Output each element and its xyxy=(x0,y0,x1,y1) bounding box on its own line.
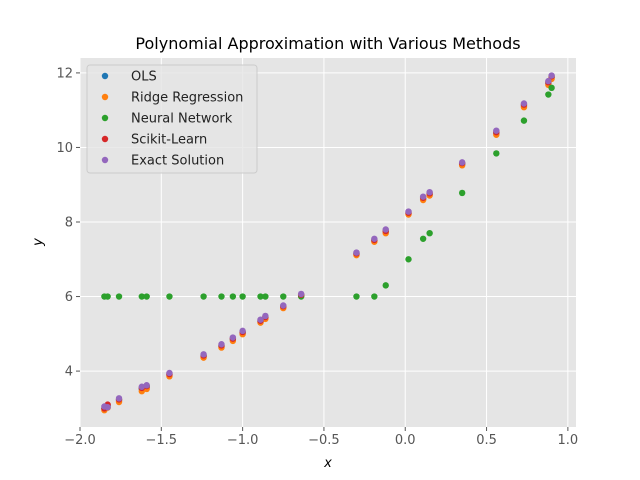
x-tick-label: 0.0 xyxy=(395,433,416,448)
x-tick-label: −0.5 xyxy=(308,433,340,448)
data-point-exact-solution xyxy=(229,334,237,341)
data-point-exact-solution xyxy=(280,302,287,309)
x-tick-label: −1.0 xyxy=(227,433,259,448)
data-point-exact-solution xyxy=(257,316,264,323)
legend-label-ols: OLS xyxy=(131,70,157,85)
data-point-exact-solution xyxy=(371,235,378,242)
data-point-neural-network xyxy=(382,282,389,289)
data-point-exact-solution xyxy=(115,395,123,402)
data-point-exact-solution xyxy=(458,159,466,166)
data-point-exact-solution xyxy=(426,188,433,196)
y-tick-label: 4 xyxy=(65,365,73,380)
x-tick-label: −1.5 xyxy=(146,433,178,448)
data-point-neural-network xyxy=(239,293,246,300)
x-tick-label: −2.0 xyxy=(64,433,96,448)
legend-marker-neural-network xyxy=(101,114,109,122)
data-point-neural-network xyxy=(262,293,269,300)
data-point-exact-solution xyxy=(104,404,111,411)
data-point-exact-solution xyxy=(297,290,305,298)
data-point-neural-network xyxy=(166,293,173,300)
axis-ticks: −2.0 −1.5 −1.0 −0.5 0.0 0.5 1.0 4 6 8 10 12 xyxy=(56,66,578,448)
data-point-exact-solution xyxy=(419,193,427,200)
legend-box xyxy=(86,64,258,174)
data-point-neural-network xyxy=(405,256,412,263)
data-point-exact-solution xyxy=(353,249,360,256)
data-point-exact-solution xyxy=(143,382,150,389)
legend-marker-ridge-regression xyxy=(101,93,109,101)
grid-lines xyxy=(79,58,576,427)
legend-marker-exact-solution xyxy=(101,156,109,164)
data-point-neural-network xyxy=(138,293,145,300)
data-point-exact-solution xyxy=(382,226,389,233)
data-point-exact-solution xyxy=(493,127,500,134)
data-point-neural-network xyxy=(548,84,555,92)
data-point-exact-solution xyxy=(262,312,269,320)
legend-label-scikit-learn: Scikit-Learn xyxy=(131,133,207,148)
data-point-neural-network xyxy=(520,117,528,124)
y-tick-label: 10 xyxy=(56,141,73,156)
legend-marker-ols xyxy=(101,72,109,80)
x-tick-label: 0.5 xyxy=(476,433,497,448)
legend-label-exact-solution: Exact Solution xyxy=(131,154,224,169)
data-point-neural-network xyxy=(257,293,264,300)
y-axis-label: y xyxy=(31,238,46,247)
data-point-exact-solution xyxy=(545,77,552,85)
data-point-neural-network xyxy=(218,293,225,300)
data-point-neural-network xyxy=(419,235,427,242)
data-point-neural-network xyxy=(115,293,123,300)
data-point-neural-network xyxy=(353,293,360,300)
data-point-neural-network xyxy=(458,189,466,197)
legend: OLS Ridge Regression Neural Network Scikit-… xyxy=(86,64,258,174)
x-tick-label: 1.0 xyxy=(558,433,579,448)
data-point-exact-solution xyxy=(218,341,225,348)
data-point-neural-network xyxy=(143,293,150,300)
data-point-exact-solution xyxy=(520,100,528,107)
data-point-neural-network xyxy=(104,293,111,300)
data-point-neural-network xyxy=(200,293,207,300)
data-point-exact-solution xyxy=(405,208,412,215)
x-axis-label: x xyxy=(323,456,332,471)
data-point-neural-network xyxy=(229,293,237,300)
data-point-neural-network xyxy=(371,293,378,300)
data-point-exact-solution xyxy=(166,369,173,377)
legend-marker-scikit-learn xyxy=(101,135,109,143)
data-points xyxy=(101,72,555,414)
data-point-exact-solution xyxy=(548,72,555,79)
data-point-exact-solution xyxy=(239,327,246,335)
legend-label-ridge-regression: Ridge Regression xyxy=(131,91,243,106)
data-point-neural-network xyxy=(493,150,500,157)
data-point-exact-solution xyxy=(138,383,145,390)
y-tick-label: 12 xyxy=(56,66,73,81)
data-point-neural-network xyxy=(280,293,287,300)
legend-label-neural-network: Neural Network xyxy=(131,112,233,127)
data-point-neural-network xyxy=(545,91,552,98)
chart-title: Polynomial Approximation with Various Me… xyxy=(135,34,520,53)
y-tick-label: 6 xyxy=(65,290,73,305)
data-point-neural-network xyxy=(426,229,433,237)
y-tick-label: 8 xyxy=(65,216,73,231)
data-point-exact-solution xyxy=(200,351,207,358)
